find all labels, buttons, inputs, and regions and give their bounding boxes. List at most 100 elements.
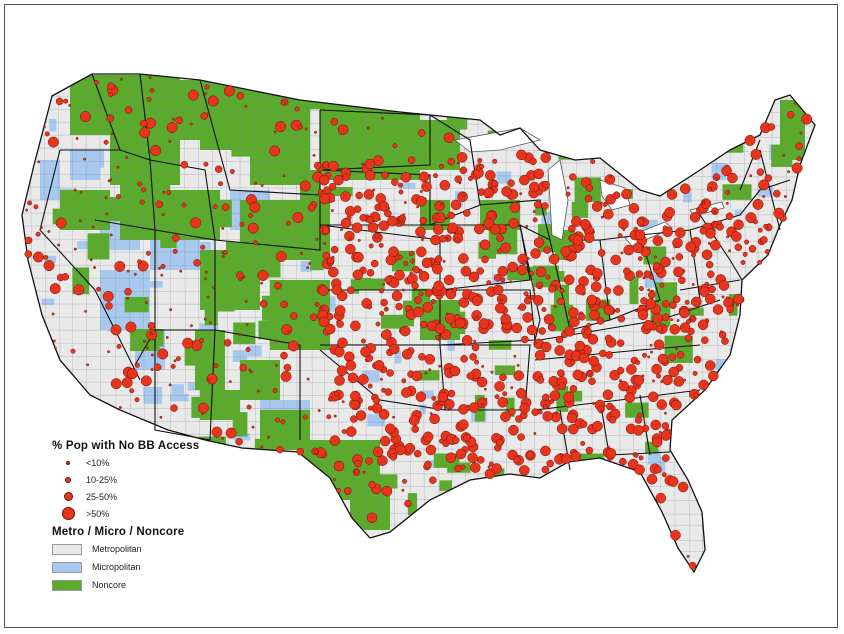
county-dot bbox=[659, 282, 665, 288]
county-dot bbox=[146, 346, 149, 350]
county-dot bbox=[612, 191, 621, 199]
county-dot bbox=[280, 419, 286, 425]
county-dot bbox=[672, 237, 683, 249]
legend-item-metropolitan: Metropolitan bbox=[52, 540, 232, 558]
county-dot bbox=[172, 248, 178, 254]
county-dot bbox=[110, 324, 122, 336]
county-dot bbox=[542, 411, 553, 422]
county-dot bbox=[55, 97, 64, 106]
county-dot bbox=[497, 397, 508, 408]
county-dot bbox=[670, 318, 674, 322]
county-dot bbox=[419, 320, 428, 329]
noncore-region bbox=[615, 472, 632, 491]
county-dot bbox=[618, 380, 629, 392]
county-dot bbox=[471, 295, 483, 307]
county-dot bbox=[86, 363, 90, 367]
micropolitan-region bbox=[41, 298, 55, 306]
county-dot bbox=[43, 254, 49, 260]
county-dot bbox=[471, 343, 480, 352]
county-dot bbox=[109, 178, 113, 182]
county-dot bbox=[223, 339, 232, 347]
county-dot bbox=[287, 330, 291, 333]
county-dot bbox=[635, 270, 644, 278]
micropolitan-region bbox=[678, 140, 698, 150]
county-dot bbox=[546, 459, 554, 468]
county-dot bbox=[541, 202, 549, 210]
county-dot bbox=[257, 270, 269, 281]
county-dot bbox=[299, 180, 311, 192]
county-dot bbox=[411, 425, 419, 433]
noncore-region bbox=[226, 241, 245, 260]
county-dot bbox=[707, 270, 715, 279]
county-dot bbox=[149, 87, 155, 93]
county-dot bbox=[308, 262, 312, 265]
county-dot bbox=[564, 326, 576, 337]
county-dot bbox=[209, 321, 212, 325]
county-dot bbox=[126, 368, 138, 380]
county-dot bbox=[102, 290, 114, 302]
county-dot bbox=[336, 365, 348, 376]
county-dot bbox=[399, 325, 411, 337]
county-dot bbox=[533, 432, 537, 435]
county-dot bbox=[470, 462, 481, 473]
county-dot bbox=[432, 263, 443, 275]
county-dot bbox=[643, 319, 654, 331]
county-dot bbox=[721, 337, 729, 345]
county-dot bbox=[345, 426, 357, 437]
county-dot bbox=[476, 267, 484, 275]
county-dot bbox=[721, 295, 725, 299]
county-dot bbox=[32, 251, 44, 263]
noncore-region bbox=[258, 451, 284, 479]
county-dot bbox=[367, 383, 373, 389]
county-dot bbox=[584, 194, 593, 203]
noncore-region bbox=[728, 358, 738, 380]
county-dot bbox=[413, 306, 424, 318]
county-dot bbox=[691, 283, 695, 286]
county-dot bbox=[762, 195, 766, 198]
county-dot bbox=[408, 251, 414, 257]
county-dot bbox=[532, 217, 538, 223]
county-dot bbox=[341, 429, 347, 434]
micropolitan-region bbox=[641, 219, 658, 231]
county-dot bbox=[783, 195, 787, 198]
county-dot bbox=[53, 346, 57, 350]
county-dot bbox=[340, 217, 352, 229]
county-dot bbox=[479, 163, 485, 169]
county-dot bbox=[125, 321, 137, 333]
county-dot bbox=[540, 152, 551, 163]
county-dot bbox=[661, 422, 670, 430]
county-dot bbox=[410, 258, 416, 264]
county-dot bbox=[698, 379, 709, 391]
county-dot bbox=[529, 270, 534, 276]
county-dot bbox=[429, 476, 437, 484]
county-dot bbox=[166, 122, 178, 133]
county-dot bbox=[213, 363, 219, 369]
county-dot bbox=[107, 82, 115, 90]
county-dot bbox=[656, 373, 661, 379]
county-dot bbox=[684, 299, 690, 305]
county-dot bbox=[662, 454, 670, 462]
county-dot bbox=[221, 255, 225, 259]
county-dot bbox=[666, 189, 678, 200]
county-dot bbox=[748, 245, 757, 253]
county-dot bbox=[49, 283, 61, 295]
county-dot bbox=[352, 269, 364, 281]
county-dot bbox=[725, 189, 731, 195]
county-dot bbox=[444, 313, 456, 324]
county-dot bbox=[168, 383, 172, 387]
county-dot bbox=[500, 298, 503, 302]
county-dot bbox=[68, 103, 72, 107]
county-dot bbox=[536, 376, 545, 384]
county-dot bbox=[436, 402, 440, 406]
county-dot bbox=[563, 391, 575, 403]
county-dot bbox=[454, 318, 466, 329]
county-dot bbox=[282, 174, 286, 178]
county-dot bbox=[345, 243, 356, 255]
county-dot bbox=[378, 242, 384, 248]
county-dot bbox=[678, 276, 686, 285]
noncore-region bbox=[535, 205, 547, 216]
county-dot bbox=[565, 191, 571, 197]
county-dot bbox=[190, 324, 193, 328]
county-dot bbox=[110, 132, 114, 136]
micropolitan-region bbox=[715, 359, 725, 376]
